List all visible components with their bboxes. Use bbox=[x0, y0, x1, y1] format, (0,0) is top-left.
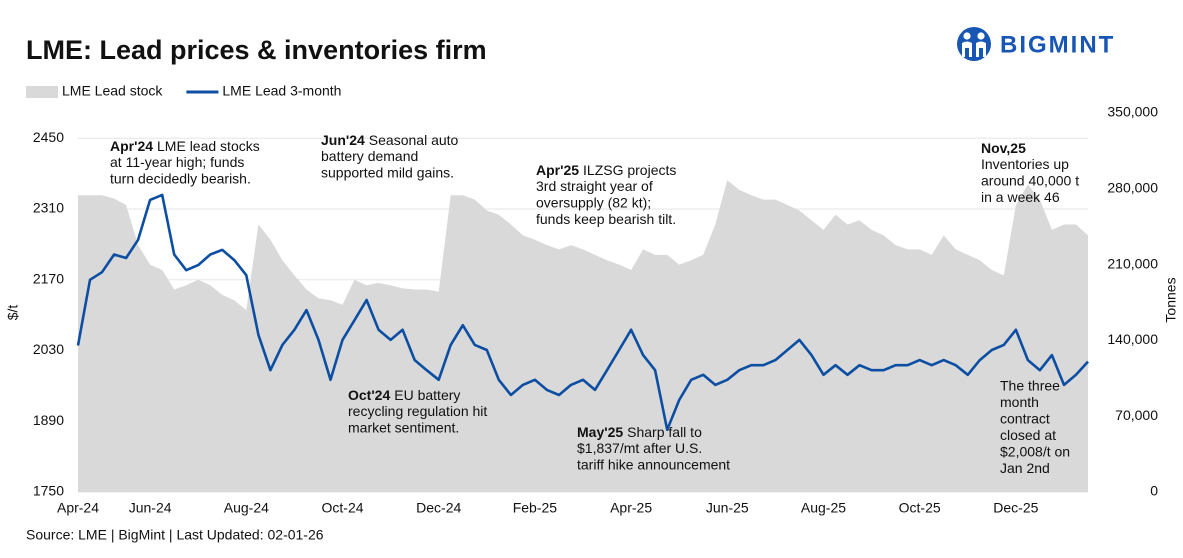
annotation-line: EU battery bbox=[394, 387, 460, 403]
annotation-line: Jan 2nd bbox=[1000, 460, 1050, 476]
annotation-line: Sharp fall to bbox=[627, 424, 702, 440]
x-tick-label: Apr-25 bbox=[610, 500, 652, 516]
annotation-line: tariff hike announcement bbox=[577, 457, 730, 473]
logo-icon bbox=[963, 32, 971, 40]
annotation-text: Apr'25 ILZSG projects bbox=[536, 162, 676, 178]
x-tick-label: Aug-25 bbox=[801, 500, 846, 516]
y-tick-label: 2450 bbox=[33, 129, 64, 145]
annotation-line: oversupply (82 kt); bbox=[536, 195, 651, 211]
annotation-line: closed at bbox=[1000, 427, 1056, 443]
y2-tick-label: 70,000 bbox=[1115, 407, 1158, 423]
y-tick-label: 2030 bbox=[33, 341, 64, 357]
annotation-line: month bbox=[1000, 394, 1039, 410]
annotation-text: Apr'24 LME lead stocks bbox=[110, 138, 260, 154]
annotation-head: Jun'24 bbox=[321, 132, 365, 148]
legend: LME Lead stock LME Lead 3-month bbox=[26, 83, 341, 99]
x-tick-label: Feb-25 bbox=[513, 500, 558, 516]
annotation-head: Apr'24 bbox=[110, 138, 153, 154]
chart-title: LME: Lead prices & inventories firm bbox=[26, 35, 487, 65]
annotation-line: contract bbox=[1000, 411, 1050, 427]
annotation-line: 3rd straight year of bbox=[536, 178, 653, 194]
y2-tick-label: 210,000 bbox=[1107, 255, 1158, 271]
x-tick-label: Dec-24 bbox=[416, 500, 461, 516]
x-tick-label: Apr-24 bbox=[57, 500, 99, 516]
annotation-text: Nov,25 bbox=[981, 140, 1026, 156]
annotation-line: Seasonal auto bbox=[369, 132, 459, 148]
y-tick-label: 2170 bbox=[33, 270, 64, 286]
annotation-line: ILZSG projects bbox=[583, 162, 676, 178]
legend-label: LME Lead 3-month bbox=[222, 83, 341, 99]
annotation-line: around 40,000 t bbox=[981, 173, 1079, 189]
stock-area bbox=[78, 180, 1088, 492]
price-line bbox=[76, 193, 1089, 432]
legend-swatch bbox=[26, 86, 58, 98]
logo-icon bbox=[977, 32, 985, 40]
annotation-head: Apr'25 bbox=[536, 162, 579, 178]
y2-axis-label: Tonnes bbox=[1163, 277, 1179, 322]
logo-text: BIGMINT bbox=[1000, 31, 1115, 58]
annotation-line: $2,008/t on bbox=[1000, 444, 1070, 460]
legend-label: LME Lead stock bbox=[62, 83, 163, 99]
y-tick-label: 2310 bbox=[33, 200, 64, 216]
x-tick-label: Aug-24 bbox=[224, 500, 269, 516]
annotation-line: The three bbox=[1000, 378, 1060, 394]
x-tick-label: Oct-24 bbox=[322, 500, 364, 516]
annotation-head: May'25 bbox=[577, 424, 623, 440]
annotation-text: May'25 Sharp fall to bbox=[577, 424, 702, 440]
source-note: Source: LME | BigMint | Last Updated: 02… bbox=[26, 527, 324, 543]
annotation-head: Nov,25 bbox=[981, 140, 1026, 156]
y2-tick-label: 280,000 bbox=[1107, 180, 1158, 196]
annotation-line: LME lead stocks bbox=[157, 138, 260, 154]
y-tick-label: 1750 bbox=[33, 483, 64, 499]
annotation-line: supported mild gains. bbox=[321, 165, 454, 181]
logo: BIGMINT bbox=[957, 27, 1115, 61]
annotation-line: market sentiment. bbox=[348, 420, 459, 436]
y2-tick-label: 140,000 bbox=[1107, 331, 1158, 347]
annotation-line: Inventories up bbox=[981, 156, 1069, 172]
annotation-text: Oct'24 EU battery bbox=[348, 387, 460, 403]
y2-tick-label: 0 bbox=[1150, 483, 1158, 499]
annotation-line: in a week 46 bbox=[981, 189, 1060, 205]
annotation-line: $1,837/mt after U.S. bbox=[577, 440, 702, 456]
axes: 1750 1890 2030 2170 2310 2450 0 70,000 140,000 21… bbox=[5, 104, 1179, 516]
y-axis-label: $/t bbox=[5, 305, 21, 321]
plot bbox=[76, 180, 1089, 492]
annotation-line: turn decidedly bearish. bbox=[110, 171, 251, 187]
logo-icon bbox=[962, 41, 986, 57]
annotation: May'25 Sharp fall to$1,837/mt after U.S.t… bbox=[577, 424, 730, 473]
annotation-head: Oct'24 bbox=[348, 387, 390, 403]
y-tick-label: 1890 bbox=[33, 412, 64, 428]
annotation-line: recycling regulation hit bbox=[348, 403, 487, 419]
y2-tick-label: 350,000 bbox=[1107, 104, 1158, 120]
x-tick-label: Jun-24 bbox=[129, 500, 172, 516]
annotation-line: funds keep bearish tilt. bbox=[536, 211, 676, 227]
annotation-line: at 11-year high; funds bbox=[110, 154, 244, 170]
annotation-line: battery demand bbox=[321, 148, 418, 164]
x-tick-label: Oct-25 bbox=[899, 500, 941, 516]
x-tick-label: Dec-25 bbox=[993, 500, 1038, 516]
annotation-text: Jun'24 Seasonal auto bbox=[321, 132, 459, 148]
x-tick-label: Jun-25 bbox=[706, 500, 749, 516]
